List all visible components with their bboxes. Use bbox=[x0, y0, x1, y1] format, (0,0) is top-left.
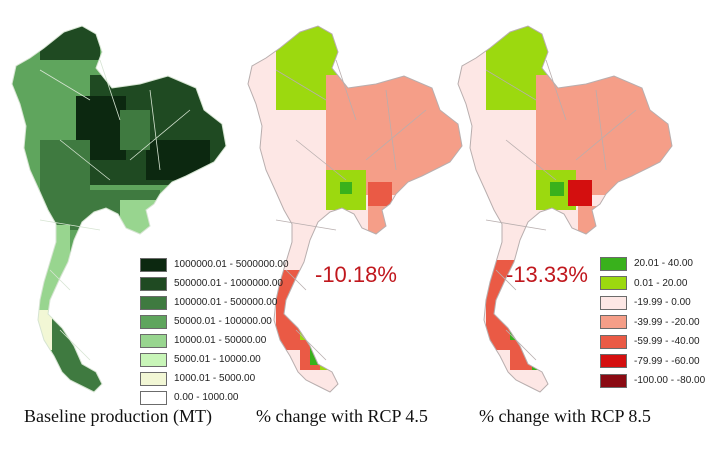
legend-swatch bbox=[600, 256, 627, 271]
rcp85-caption: % change with RCP 8.5 bbox=[479, 406, 651, 426]
region-west bbox=[30, 225, 70, 325]
region-south bbox=[52, 300, 102, 392]
region-south-dark bbox=[310, 345, 326, 365]
baseline-borders bbox=[39, 59, 191, 361]
legend-label: -79.99 - -60.00 bbox=[634, 355, 700, 367]
legend-item: 1000.01 - 5000.00 bbox=[140, 369, 289, 388]
region-central-dark bbox=[340, 182, 352, 194]
legend-label: 1000.01 - 5000.00 bbox=[174, 373, 256, 384]
legend-item: 20.01 - 40.00 bbox=[600, 254, 705, 274]
legend-swatch bbox=[600, 315, 627, 330]
legend-item: 0.01 - 20.00 bbox=[600, 274, 705, 294]
legend-label: 0.00 - 1000.00 bbox=[174, 392, 239, 403]
region-ne-mid bbox=[120, 110, 150, 150]
legend-item: 500000.01 - 1000000.00 bbox=[140, 274, 289, 293]
legend-item: 50000.01 - 100000.00 bbox=[140, 312, 289, 331]
legend-swatch bbox=[140, 257, 167, 272]
legend-label: -19.99 - 0.00 bbox=[634, 297, 691, 309]
legend-label: 1000000.01 - 5000000.00 bbox=[174, 259, 289, 270]
legend-swatch bbox=[140, 390, 167, 405]
legend-label: 10000.01 - 50000.00 bbox=[174, 335, 267, 346]
legend-label: 0.01 - 20.00 bbox=[634, 277, 688, 289]
legend-label: -59.99 - -40.00 bbox=[634, 336, 700, 348]
legend-swatch bbox=[600, 334, 627, 349]
region-central-dark bbox=[550, 182, 564, 196]
region-east-coast bbox=[578, 206, 598, 246]
region-east-coast bbox=[368, 206, 388, 246]
region-east-dark-red bbox=[568, 180, 592, 206]
legend-swatch bbox=[140, 333, 167, 348]
legend-swatch bbox=[600, 373, 627, 388]
legend-label: -100.00 - -80.00 bbox=[634, 375, 706, 387]
region-ne-south-core bbox=[146, 140, 210, 180]
legend-item: -79.99 - -60.00 bbox=[600, 352, 705, 372]
region-east-red bbox=[368, 182, 392, 206]
change-legend: 20.01 - 40.00 0.01 - 20.00 -19.99 - 0.00 -3… bbox=[600, 254, 705, 391]
legend-label: 500000.01 - 1000000.00 bbox=[174, 278, 283, 289]
legend-item: -19.99 - 0.00 bbox=[600, 293, 705, 313]
rcp85-borders bbox=[485, 59, 637, 361]
rcp85-overall-change: -13.33% bbox=[506, 262, 588, 287]
legend-swatch bbox=[140, 295, 167, 310]
region-south-west bbox=[28, 310, 52, 350]
rcp45-caption: % change with RCP 4.5 bbox=[256, 406, 428, 426]
legend-swatch bbox=[600, 354, 627, 369]
legend-swatch bbox=[140, 276, 167, 291]
legend-item: 5000.01 - 10000.00 bbox=[140, 350, 289, 369]
legend-swatch bbox=[140, 352, 167, 367]
legend-swatch bbox=[140, 314, 167, 329]
legend-item: -39.99 - -20.00 bbox=[600, 313, 705, 333]
legend-item: 0.00 - 1000.00 bbox=[140, 388, 289, 407]
legend-label: 20.01 - 40.00 bbox=[634, 258, 693, 270]
legend-label: 5000.01 - 10000.00 bbox=[174, 354, 261, 365]
rcp45-overall-change: -10.18% bbox=[315, 262, 397, 287]
legend-swatch bbox=[600, 295, 627, 310]
legend-label: -39.99 - -20.00 bbox=[634, 316, 700, 328]
baseline-legend: 1000000.01 - 5000000.00 500000.01 - 10000… bbox=[140, 255, 289, 407]
legend-item: -59.99 - -40.00 bbox=[600, 332, 705, 352]
legend-label: 100000.01 - 500000.00 bbox=[174, 297, 278, 308]
legend-item: 10000.01 - 50000.00 bbox=[140, 331, 289, 350]
baseline-caption: Baseline production (MT) bbox=[24, 406, 212, 426]
legend-swatch bbox=[600, 276, 627, 291]
region-far-north bbox=[40, 26, 100, 60]
legend-item: 100000.01 - 500000.00 bbox=[140, 293, 289, 312]
legend-label: 50000.01 - 100000.00 bbox=[174, 316, 272, 327]
rcp45-borders bbox=[275, 59, 427, 361]
legend-item: -100.00 - -80.00 bbox=[600, 371, 705, 391]
legend-item: 1000000.01 - 5000000.00 bbox=[140, 255, 289, 274]
legend-swatch bbox=[140, 371, 167, 386]
